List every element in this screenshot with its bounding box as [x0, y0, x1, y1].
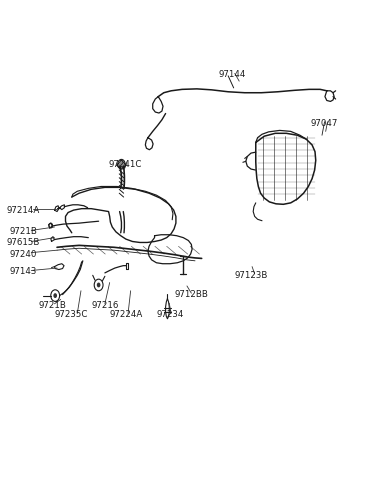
- Text: 97214A: 97214A: [7, 206, 40, 214]
- Text: 9712BB: 9712BB: [175, 290, 209, 299]
- Text: 97234: 97234: [156, 311, 184, 319]
- Text: 97615B: 97615B: [7, 238, 40, 247]
- Circle shape: [119, 161, 124, 167]
- Text: 97047: 97047: [311, 119, 338, 128]
- Text: 97216: 97216: [91, 301, 118, 310]
- Text: 97123B: 97123B: [235, 271, 268, 280]
- Text: 9721B: 9721B: [39, 301, 67, 310]
- Text: 97240: 97240: [9, 250, 36, 258]
- Circle shape: [53, 293, 57, 298]
- Text: 97235C: 97235C: [54, 311, 88, 319]
- Text: 97224A: 97224A: [110, 311, 143, 319]
- Text: 97144: 97144: [219, 71, 246, 79]
- Circle shape: [97, 283, 100, 287]
- Text: 9721B: 9721B: [9, 227, 37, 236]
- Text: 97143: 97143: [9, 267, 36, 276]
- Text: 97241C: 97241C: [109, 160, 142, 169]
